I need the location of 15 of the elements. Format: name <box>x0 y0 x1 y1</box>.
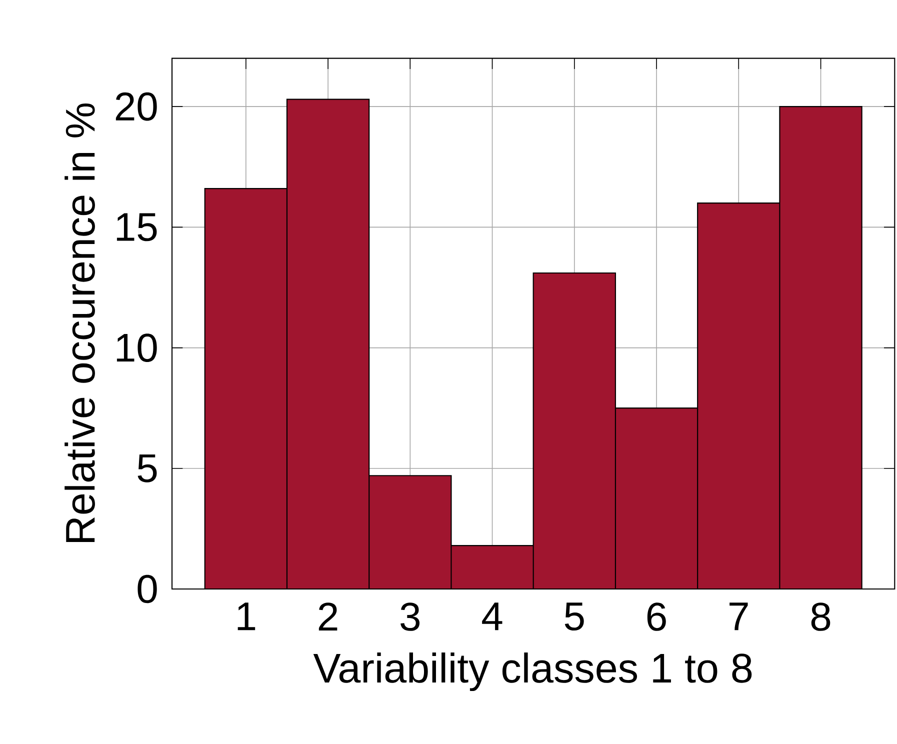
x-tick-label: 3 <box>400 602 420 631</box>
x-tick-label: 7 <box>730 602 748 630</box>
x-tick-label: 8 <box>811 602 830 631</box>
x-tick-label: 1 <box>238 602 256 630</box>
x-tick-label: 2 <box>318 602 338 631</box>
x-tick-label: 6 <box>647 602 666 631</box>
y-tick-label: 20 <box>116 92 157 121</box>
y-axis-title: Relative occurence in % <box>64 104 95 542</box>
x-tick-label: 5 <box>564 602 584 631</box>
y-tick-label: 0 <box>138 574 157 604</box>
y-tick-label: 5 <box>138 454 157 482</box>
y-tick-label: 15 <box>116 213 157 242</box>
y-tick-label: 10 <box>116 334 157 362</box>
x-tick-label: 4 <box>482 602 502 630</box>
x-axis-title: Variability classes 1 to 8 <box>313 652 752 692</box>
